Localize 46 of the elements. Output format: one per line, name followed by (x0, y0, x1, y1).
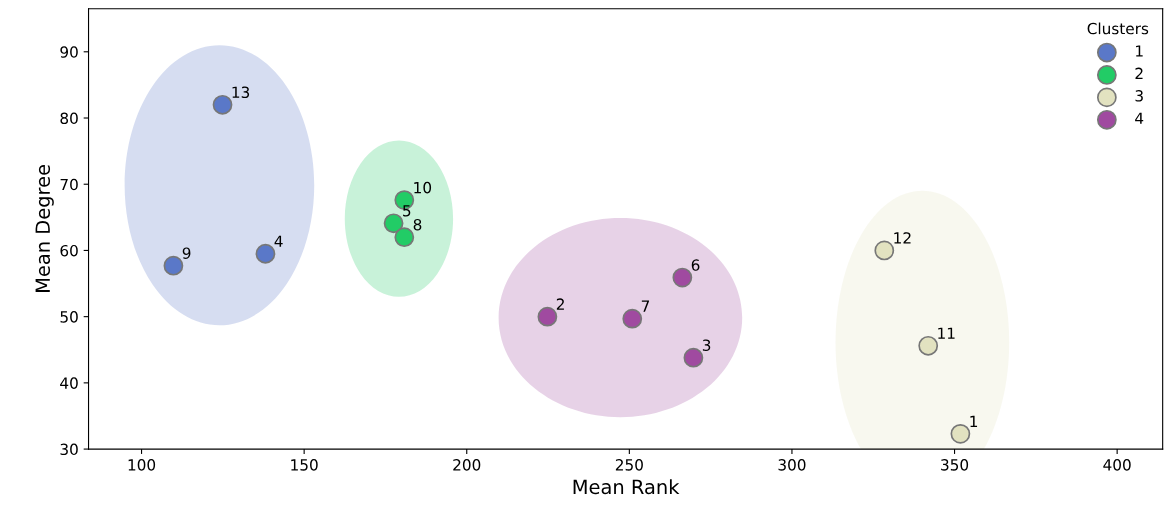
annotation: 5 (403, 205, 411, 217)
annotation: 11 (938, 327, 955, 339)
point (212, 94, 233, 115)
legend-label: 1 (1136, 45, 1143, 57)
annotation: 13 (232, 86, 250, 99)
point (950, 423, 971, 444)
legend-title: Clusters (1087, 22, 1149, 35)
point (163, 255, 184, 276)
annotation: 2 (556, 298, 564, 310)
annotation: 7 (641, 300, 650, 312)
point (394, 227, 415, 248)
y-axis-title: Mean Degree (35, 164, 54, 292)
x-tick-label: 150 (291, 459, 318, 471)
x-tick-label: 300 (778, 459, 806, 471)
annotation: 8 (413, 218, 422, 231)
point (874, 240, 895, 261)
point (622, 308, 643, 329)
annotation: 10 (414, 181, 432, 194)
x-axis-title: Mean Rank (573, 479, 680, 495)
annotation: 3 (702, 339, 711, 351)
x-tick-label: 250 (615, 459, 643, 471)
y-tick-label: 60 (60, 244, 78, 257)
y-tick-label: 50 (60, 311, 78, 323)
x-tick-label: 200 (453, 459, 481, 471)
point (672, 267, 693, 288)
y-tick-label: 30 (60, 443, 78, 456)
point (383, 213, 404, 234)
point (918, 335, 939, 356)
point (537, 306, 558, 327)
point (683, 347, 704, 368)
legend-label: 2 (1135, 67, 1143, 79)
annotation: 6 (691, 259, 700, 271)
y-tick-label: 70 (60, 178, 78, 191)
x-tick-label: 100 (128, 459, 156, 471)
legend-label: 4 (1135, 112, 1144, 124)
annotation: 12 (894, 232, 911, 244)
y-tick-label: 90 (60, 46, 78, 58)
annotation: 9 (182, 247, 191, 259)
y-tick-label: 80 (60, 112, 78, 125)
x-tick-label: 350 (941, 459, 969, 471)
y-tick-label: 40 (60, 377, 78, 389)
annotation: 4 (274, 235, 283, 247)
legend-label: 3 (1135, 90, 1143, 102)
x-tick-label: 400 (1103, 459, 1131, 471)
annotation: 1 (970, 415, 978, 427)
point (255, 243, 276, 264)
